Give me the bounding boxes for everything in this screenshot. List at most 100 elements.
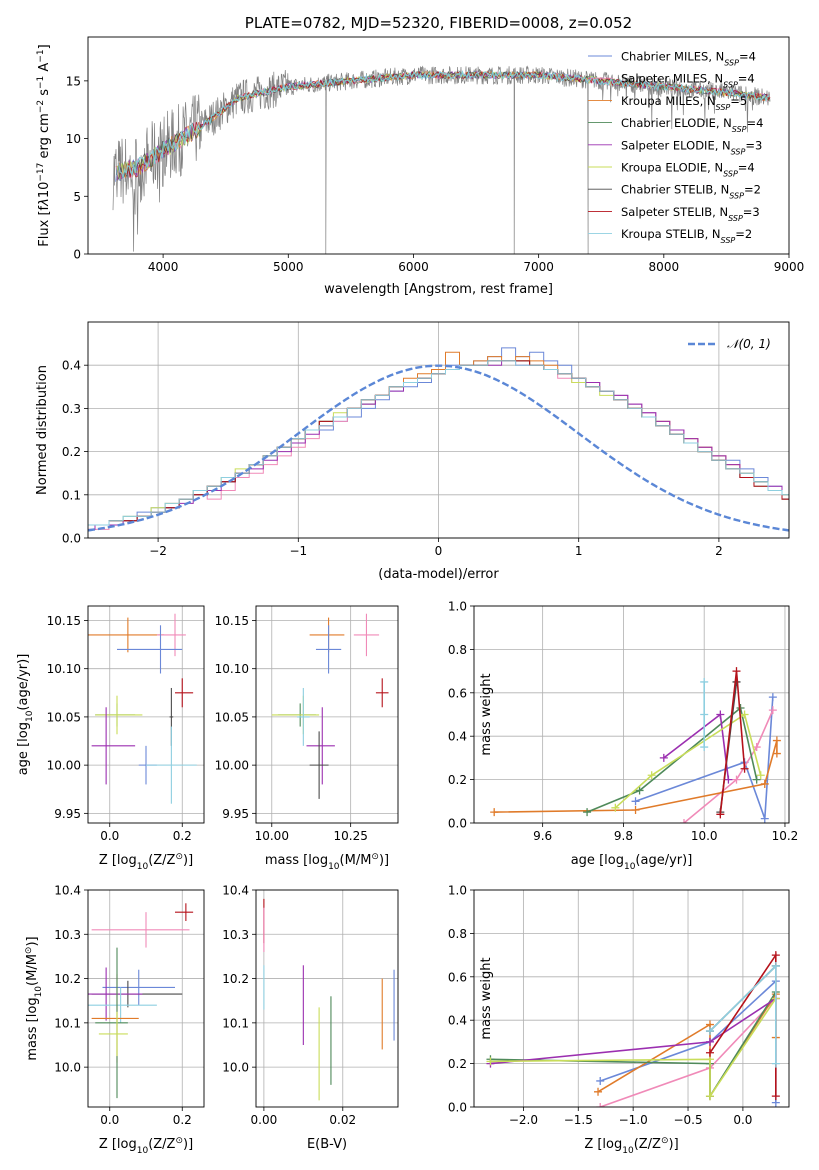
- model-fit-line: [117, 70, 770, 181]
- x-tick-label: 6000: [398, 260, 429, 274]
- x-axis-label-part: 10: [622, 1146, 634, 1156]
- y-tick-label: 0.6: [448, 970, 467, 984]
- spectrum-panel: 0 5 10 15 4000 5000 6000 7000 8000 9000 PLATE=0782…: [36, 14, 804, 297]
- mass-weight-marker: [740, 710, 749, 719]
- x-tick-label: 2: [715, 544, 723, 558]
- axes-frame: [87, 605, 205, 824]
- x-axis-label-part: 10: [137, 1146, 149, 1156]
- x-axis-label: wavelength [Angstrom, rest frame]: [324, 282, 553, 297]
- mass-weight-marker: [740, 764, 749, 773]
- legend-label-text: Chabrier STELIB, N: [621, 183, 729, 197]
- mass-weight-marker: [772, 749, 781, 758]
- mass-weight-marker: [490, 808, 499, 817]
- mass-weight-vs-age-panel: 0.0 0.2 0.4 0.6 0.8 1.0 9.6 9.8 10.0 10.2 age [log…: [448, 600, 798, 873]
- y-tick-label: 10.1: [54, 1016, 81, 1030]
- x-axis-label-part: (Z/Z: [148, 1137, 175, 1152]
- y-tick-label: 0.4: [448, 1014, 467, 1028]
- x-axis-label: Z [log10(Z/Z⊙)]: [584, 1136, 678, 1156]
- x-tick-label: 4000: [148, 260, 179, 274]
- mass-weight-marker: [760, 779, 769, 788]
- mass-weight-marker: [771, 951, 780, 960]
- x-tick-label: 0.2: [173, 829, 192, 843]
- x-tick-label: 0.2: [173, 1113, 192, 1127]
- mass-weight-marker: [583, 808, 592, 817]
- mass-weight-marker: [705, 1027, 714, 1036]
- mass-weight-marker: [611, 803, 620, 812]
- mass-weight-marker: [732, 667, 741, 676]
- legend-label-sub: SSP: [728, 213, 743, 222]
- axes-frame: [87, 321, 790, 539]
- y-axis-label-part: s: [37, 89, 52, 100]
- legend-label: Kroupa ELODIE, NSSP=4: [621, 161, 755, 179]
- x-axis-label: Z [log10(Z/Z⊙)]: [99, 1136, 193, 1156]
- legend-label: Kroupa STELIB, NSSP=2: [621, 227, 752, 245]
- legend-label-sub: SSP: [723, 80, 738, 89]
- x-tick-label: 9000: [774, 260, 805, 274]
- x-tick-label: 0.00: [251, 1113, 278, 1127]
- y-tick-label: 9.95: [222, 807, 249, 821]
- mass-weight-marker: [771, 1059, 780, 1068]
- y-axis-label-part: age [log: [16, 722, 31, 775]
- x-tick-label: −1.5: [564, 1113, 593, 1127]
- y-tick-label: 10.4: [222, 884, 249, 898]
- legend-label-n: =4: [747, 116, 764, 130]
- normal-reference-curve: [88, 364, 789, 532]
- mass-weight-marker: [705, 1037, 714, 1046]
- x-tick-label: 8000: [649, 260, 680, 274]
- x-axis-label: E(B-V): [307, 1137, 347, 1152]
- x-axis-label-part: Z [log: [584, 1137, 622, 1152]
- mass-weight-marker: [771, 1092, 780, 1101]
- legend-label-sub: SSP: [724, 58, 739, 67]
- mass-weight-marker: [635, 786, 644, 795]
- mass-weight-marker: [700, 710, 709, 719]
- legend-label: Kroupa MILES, NSSP=5: [621, 94, 747, 112]
- x-tick-label: 10.2: [772, 829, 799, 843]
- mass-weight-marker: [631, 797, 640, 806]
- x-tick-label: −2.0: [509, 1113, 538, 1127]
- y-tick-label: 0.0: [448, 1101, 467, 1115]
- y-axis-label-part: ]: [37, 44, 52, 49]
- x-tick-label: 5000: [273, 260, 304, 274]
- age-vs-mass-panel: 9.95 10.00 10.05 10.10 10.15 10.00 10.25 mass […: [215, 605, 399, 872]
- mass-weight-marker: [486, 1057, 495, 1066]
- mass-weight-marker: [594, 1087, 603, 1096]
- y-axis-label: Flux [fλ10−17 erg cm−2 s−1 A−1]: [36, 44, 52, 246]
- mass-weight-marker: [680, 819, 688, 823]
- mass-weight-marker: [647, 771, 656, 780]
- y-axis-label-part: 10: [34, 986, 44, 998]
- x-axis-label-part: ⊙: [175, 852, 183, 862]
- mass-vs-extinction-panel: 10.0 10.1 10.2 10.3 10.4 0.00 0.02 E(B-V): [222, 884, 399, 1152]
- mass-weight-marker: [596, 1103, 605, 1107]
- y-tick-label: 0.1: [62, 488, 81, 502]
- mass-weight-marker: [716, 810, 725, 819]
- mass-weight-marker: [752, 775, 761, 784]
- y-axis-label: Normed distribution: [35, 365, 50, 495]
- legend-label: 𝒩(0, 1): [727, 337, 771, 351]
- y-axis-label-part: 10: [37, 182, 52, 199]
- mass-weight-series: [490, 998, 777, 1099]
- legend-label-n: =5: [730, 94, 747, 108]
- x-axis-label-part: Z [log: [99, 1137, 137, 1152]
- x-tick-label: 9.6: [533, 829, 552, 843]
- x-axis-label-part: )]: [379, 853, 389, 868]
- y-tick-label: 10.2: [54, 972, 81, 986]
- x-tick-label: 0.0: [100, 1113, 119, 1127]
- x-axis-label-part: mass [log: [265, 853, 328, 868]
- legend-label: Chabrier MILES, NSSP=4: [621, 50, 756, 68]
- x-tick-label: 10.00: [255, 829, 289, 843]
- legend-label-text: Kroupa MILES, N: [621, 94, 716, 108]
- y-tick-label: 10.00: [47, 759, 81, 773]
- y-tick-label: 0.0: [448, 817, 467, 831]
- x-axis-label-part: (Z/Z: [634, 1137, 661, 1152]
- y-axis-label-part: )]: [25, 936, 40, 946]
- y-axis-label: mass [log10(M/M⊙)]: [24, 936, 44, 1060]
- mass-weight-marker: [596, 1076, 605, 1085]
- mass-weight-marker: [768, 706, 777, 715]
- x-tick-label: −1.0: [619, 1113, 648, 1127]
- x-tick-label: 7000: [523, 260, 554, 274]
- x-axis-label-part: 10: [137, 862, 149, 872]
- mass-weight-series: [635, 697, 774, 819]
- y-tick-label: 10.0: [222, 1061, 249, 1075]
- x-tick-label: 0: [435, 544, 443, 558]
